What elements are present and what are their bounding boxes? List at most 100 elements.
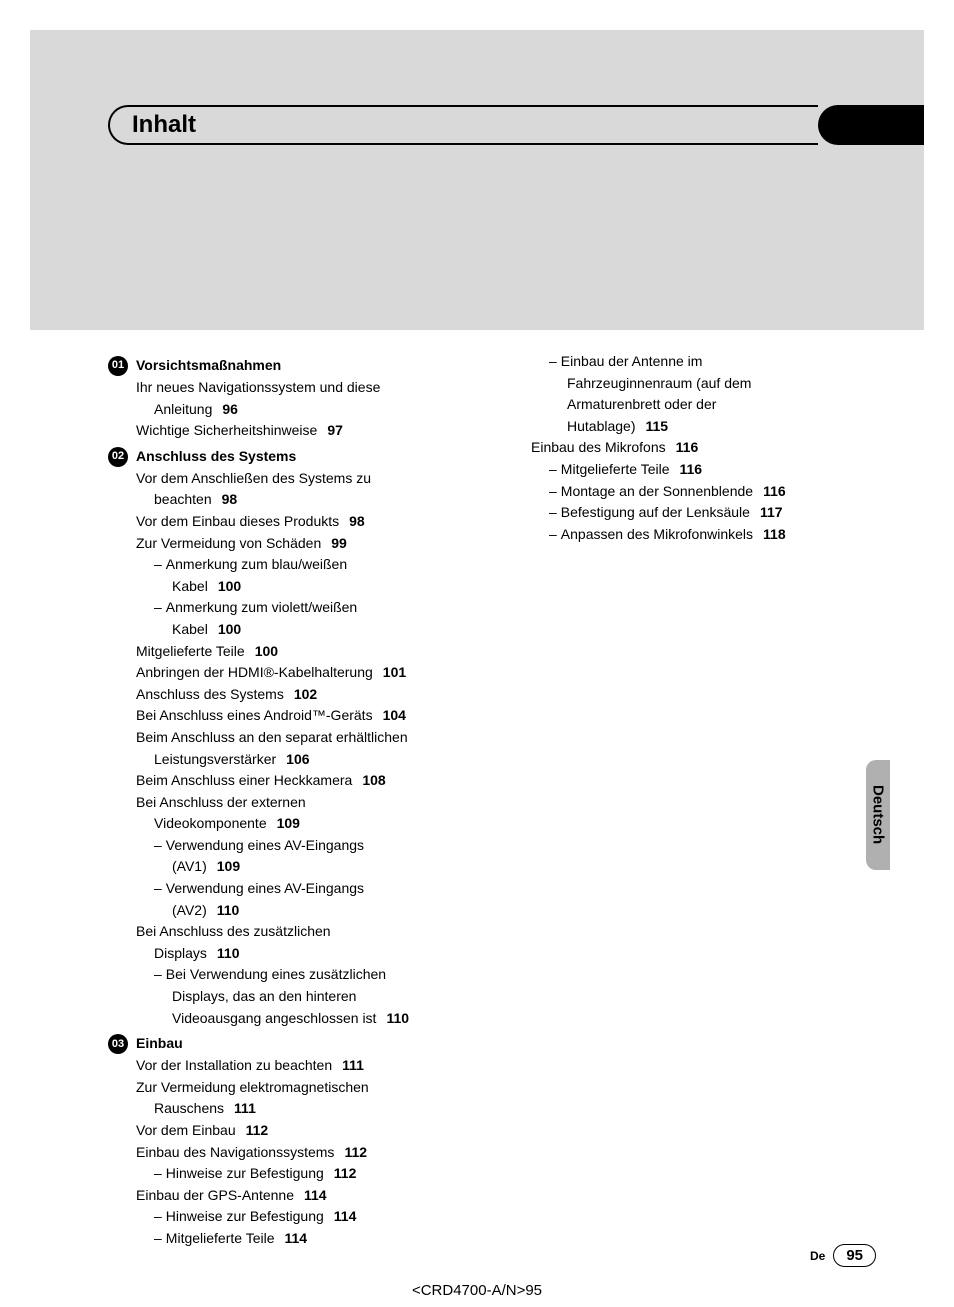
toc-entry-page: 97 [327, 422, 343, 438]
toc-entry: –Bei Verwendung eines zusätzlichen [136, 965, 473, 985]
toc-entry: Zur Vermeidung elektromagnetischen [136, 1078, 473, 1098]
dash-icon: – [549, 461, 557, 477]
toc-entry: Fahrzeuginnenraum (auf dem [531, 374, 868, 394]
toc-entry: –Einbau der Antenne im [531, 352, 868, 372]
toc-entry: beachten 98 [136, 490, 473, 510]
toc-entry-text: Vor dem Anschließen des Systems zu [136, 470, 371, 486]
toc-entry-text: Displays [154, 945, 207, 961]
toc-entry: –Hinweise zur Befestigung114 [136, 1207, 473, 1227]
toc-entry-text: Kabel [172, 578, 208, 594]
toc-entry: Bei Anschluss des zusätzlichen [136, 922, 473, 942]
toc-entry: –Befestigung auf der Lenksäule117 [531, 503, 868, 523]
section-number-badge: 01 [108, 356, 128, 376]
toc-entry-page: 111 [342, 1057, 364, 1073]
toc-entry: –Verwendung eines AV-Eingangs [136, 879, 473, 899]
toc-entry-text: Bei Anschluss der externen [136, 794, 306, 810]
toc-entry-text: (AV2) [172, 902, 207, 918]
toc-entry-text: Rauschens [154, 1100, 224, 1116]
toc-entry-page: 108 [362, 772, 385, 788]
toc-entry-page: 116 [763, 483, 786, 499]
toc-entry-text: Beim Anschluss einer Heckkamera [136, 772, 352, 788]
toc-entry: –Anmerkung zum violett/weißen [136, 598, 473, 618]
toc-entry-text: Vor der Installation zu beachten [136, 1057, 332, 1073]
toc-entry-text: Beim Anschluss an den separat erhältlich… [136, 729, 408, 745]
toc-entry: Videoausgang angeschlossen ist110 [136, 1009, 473, 1029]
toc-entry-text: Hinweise zur Befestigung [166, 1165, 324, 1181]
toc-entry-text: Zur Vermeidung elektromagnetischen [136, 1079, 369, 1095]
toc-entry: Bei Anschluss der externen [136, 793, 473, 813]
toc-entry: (AV2)110 [136, 901, 473, 921]
toc-entry-page: 100 [255, 643, 278, 659]
toc-entry-text: Anmerkung zum violett/weißen [166, 599, 357, 615]
toc-entry: Vor dem Anschließen des Systems zu [136, 469, 473, 489]
toc-entry-text: Leistungsverstärker [154, 751, 276, 767]
language-label: Deutsch [870, 785, 887, 844]
dash-icon: – [154, 880, 162, 896]
toc-entry-page: 114 [334, 1208, 357, 1224]
toc-entry: Rauschens111 [136, 1099, 473, 1119]
toc-column-left: 01 Vorsichtsmaßnahmen Ihr neues Navigation… [108, 350, 473, 1249]
toc-entry-text: Bei Anschluss eines Android™-Geräts [136, 707, 373, 723]
toc-entry: –Anpassen des Mikrofonwinkels118 [531, 525, 868, 545]
toc-entry: Einbau des Navigationssystems 112 [136, 1143, 473, 1163]
toc-entry: Zur Vermeidung von Schäden99 [136, 534, 473, 554]
toc-entry: Kabel100 [136, 620, 473, 640]
toc-entry-text: Einbau der Antenne im [561, 353, 703, 369]
toc-entry-page: 115 [646, 418, 669, 434]
toc-entry: Displays 110 [136, 944, 473, 964]
toc-entry: Anbringen der HDMI®-Kabelhalterung101 [136, 663, 473, 683]
toc-entry: Vor der Installation zu beachten 111 [136, 1056, 473, 1076]
toc-entry: Hutablage)115 [531, 417, 868, 437]
toc-entry-page: 112 [334, 1165, 357, 1181]
toc-section-entries: Vor der Installation zu beachten 111 Zur V… [136, 1056, 473, 1248]
section-title: Vorsichtsmaßnahmen [136, 356, 281, 376]
section-number-badge: 03 [108, 1034, 128, 1054]
dash-icon: – [549, 504, 557, 520]
dash-icon: – [154, 556, 162, 572]
toc-entry: Bei Anschluss eines Android™-Geräts104 [136, 706, 473, 726]
toc-entry-text: Vor dem Einbau dieses Produkts [136, 513, 339, 529]
toc-entry-text: Ihr neues Navigationssystem und diese [136, 379, 380, 395]
toc-content: 01 Vorsichtsmaßnahmen Ihr neues Navigation… [108, 350, 868, 1249]
toc-entry: Vor dem Einbau dieses Produkts98 [136, 512, 473, 532]
dash-icon: – [154, 599, 162, 615]
toc-entry: Ihr neues Navigationssystem und diese [136, 378, 473, 398]
toc-entry: (AV1)109 [136, 857, 473, 877]
toc-entry: Armaturenbrett oder der [531, 395, 868, 415]
toc-entry-text: Mitgelieferte Teile [166, 1230, 275, 1246]
toc-entry-page: 116 [676, 439, 699, 455]
toc-entry-page: 118 [763, 526, 786, 542]
toc-entry-text: beachten [154, 491, 212, 507]
section-title: Anschluss des Systems [136, 447, 296, 467]
section-number-badge: 02 [108, 447, 128, 467]
toc-section-entries: –Einbau der Antenne imFahrzeuginnenraum … [531, 352, 868, 544]
dash-icon: – [549, 483, 557, 499]
toc-entry-page: 112 [344, 1144, 367, 1160]
toc-entry-text: Einbau der GPS-Antenne [136, 1187, 294, 1203]
toc-entry-page: 110 [217, 945, 240, 961]
toc-entry-text: Anschluss des Systems [136, 686, 284, 702]
toc-entry-page: 114 [304, 1187, 327, 1203]
toc-entry-page: 100 [218, 578, 241, 594]
toc-entry-text: Hinweise zur Befestigung [166, 1208, 324, 1224]
toc-entry-text: Anbringen der HDMI®-Kabelhalterung [136, 664, 373, 680]
dash-icon: – [154, 1230, 162, 1246]
toc-entry-text: Einbau des Navigationssystems [136, 1144, 334, 1160]
toc-entry-text: Anmerkung zum blau/weißen [166, 556, 347, 572]
header-gray-block [30, 30, 924, 330]
toc-entry-page: 100 [218, 621, 241, 637]
toc-entry-text: Verwendung eines AV-Eingangs [166, 837, 364, 853]
toc-entry-page: 98 [222, 491, 238, 507]
toc-entry-text: Wichtige Sicherheitshinweise [136, 422, 317, 438]
toc-entry-text: Videokomponente [154, 815, 267, 831]
toc-entry: Videokomponente109 [136, 814, 473, 834]
toc-entry-text: Einbau des Mikrofons [531, 439, 666, 455]
toc-entry-text: Anleitung [154, 401, 212, 417]
toc-entry-text: Bei Anschluss des zusätzlichen [136, 923, 331, 939]
toc-entry-text: Displays, das an den hinteren [172, 988, 356, 1004]
toc-section-header: 02 Anschluss des Systems [108, 447, 473, 467]
document-code: <CRD4700-A/N>95 [0, 1282, 954, 1299]
toc-entry: Einbau des Mikrofons 116 [531, 438, 868, 458]
toc-entry: Displays, das an den hinteren [136, 987, 473, 1007]
toc-entry-page: 106 [286, 751, 309, 767]
